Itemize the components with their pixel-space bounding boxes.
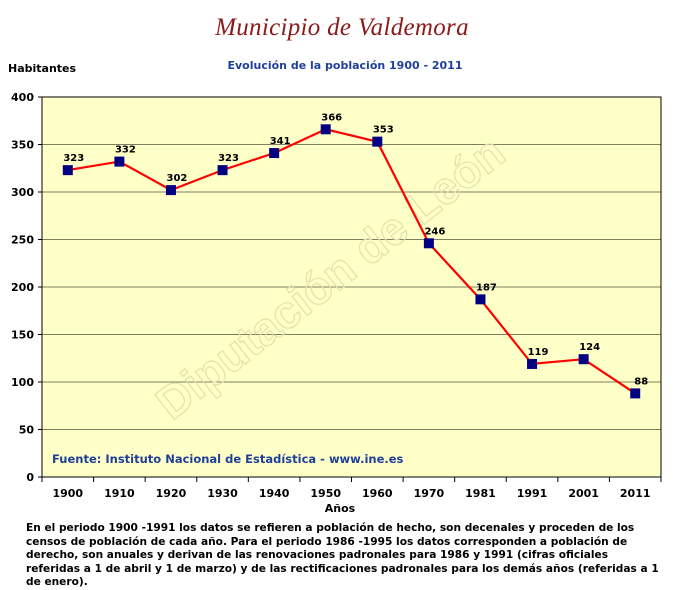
y-axis-label: Habitantes [8,62,77,75]
y-tick-label: 200 [11,281,34,294]
y-tick-label: 250 [11,234,34,247]
y-tick-label: 0 [26,471,34,484]
gridlines [42,144,661,430]
x-tick-label: 1991 [517,487,548,500]
data-point [269,148,280,159]
series-line [67,128,636,395]
x-tick-label: 1960 [362,487,393,500]
data-label: 119 [528,347,549,358]
data-point [630,388,641,399]
x-tick-label: 1900 [52,487,83,500]
y-tick-label: 350 [11,139,34,152]
x-tick-label: 1981 [465,487,496,500]
data-label: 366 [321,112,342,123]
chart-title: Municipio de Valdemora [215,14,469,41]
x-tick-label: 1930 [207,487,238,500]
data-label: 341 [270,136,291,147]
data-label: 302 [167,173,188,184]
data-label: 246 [424,226,445,237]
data-point [475,294,486,305]
data-label: 88 [634,376,648,387]
y-tick-label: 400 [11,91,34,104]
data-point [217,165,228,176]
x-axis-ticks: 1900 1910 1920 1930 1940 1950 1960 1970 1981 1991… [41,477,662,500]
data-label: 187 [476,282,497,293]
data-markers [62,124,641,399]
x-tick-label: 1910 [104,487,135,500]
y-axis-ticks: 0 50 100 150 200 250 300 350 400 [11,91,42,484]
data-point [527,358,538,369]
data-label: 353 [373,125,394,136]
data-point [578,354,589,365]
x-axis-label: Años [325,502,356,515]
data-label: 124 [579,342,600,353]
y-tick-label: 300 [11,186,34,199]
data-labels: 323 332 302 323 341 366 353 246 187 119 124 88 [63,112,648,387]
data-label: 323 [218,153,239,164]
source-label: Fuente: Instituto Nacional de Estadístic… [52,452,404,466]
data-point [372,136,383,147]
data-point [114,156,125,167]
data-label: 332 [115,145,136,156]
data-point [423,238,434,249]
data-point [62,165,73,176]
x-tick-label: 2001 [568,487,599,500]
x-tick-label: 1920 [156,487,187,500]
footnote: En el periodo 1900 -1991 los datos se re… [26,522,659,589]
data-point [320,124,331,135]
population-line-chart: Diputación de León 050100150200250300350… [8,62,662,515]
chart-subtitle: Evolución de la población 1900 - 2011 [227,59,463,72]
x-tick-label: 1970 [414,487,445,500]
data-label: 323 [63,153,84,164]
y-tick-label: 150 [11,329,34,342]
x-tick-label: 2011 [620,487,651,500]
data-point [165,185,176,196]
y-tick-label: 50 [19,424,35,437]
x-tick-label: 1950 [310,487,341,500]
y-tick-label: 100 [11,376,34,389]
x-tick-label: 1940 [259,487,290,500]
